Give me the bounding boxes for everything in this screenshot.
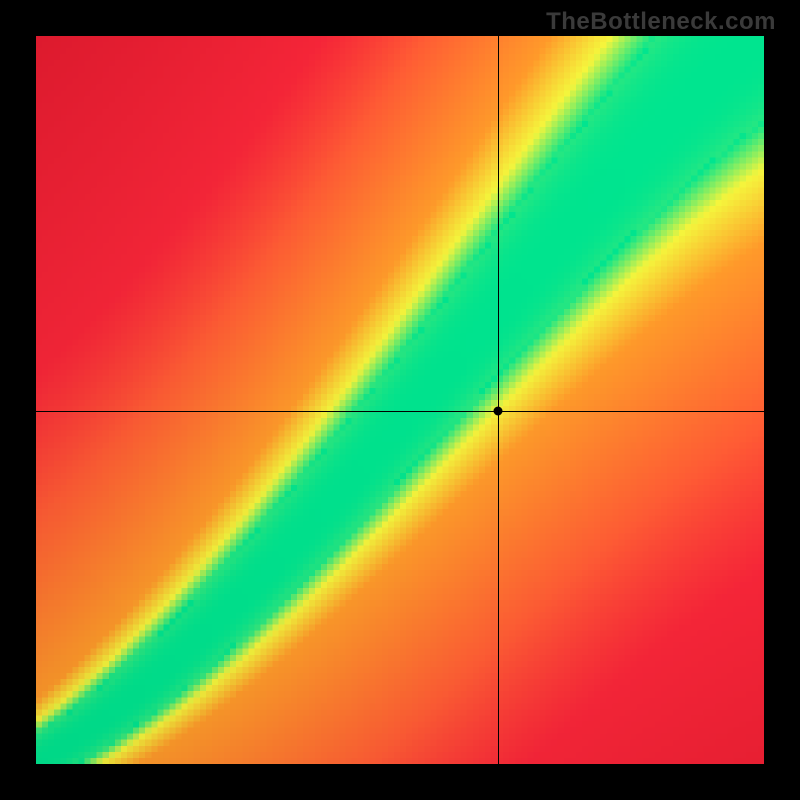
crosshair-horizontal	[36, 411, 764, 412]
crosshair-marker-dot	[494, 406, 503, 415]
crosshair-vertical	[498, 36, 499, 764]
bottleneck-heatmap	[36, 36, 764, 764]
heatmap-canvas	[36, 36, 764, 764]
watermark-text: TheBottleneck.com	[546, 8, 776, 36]
